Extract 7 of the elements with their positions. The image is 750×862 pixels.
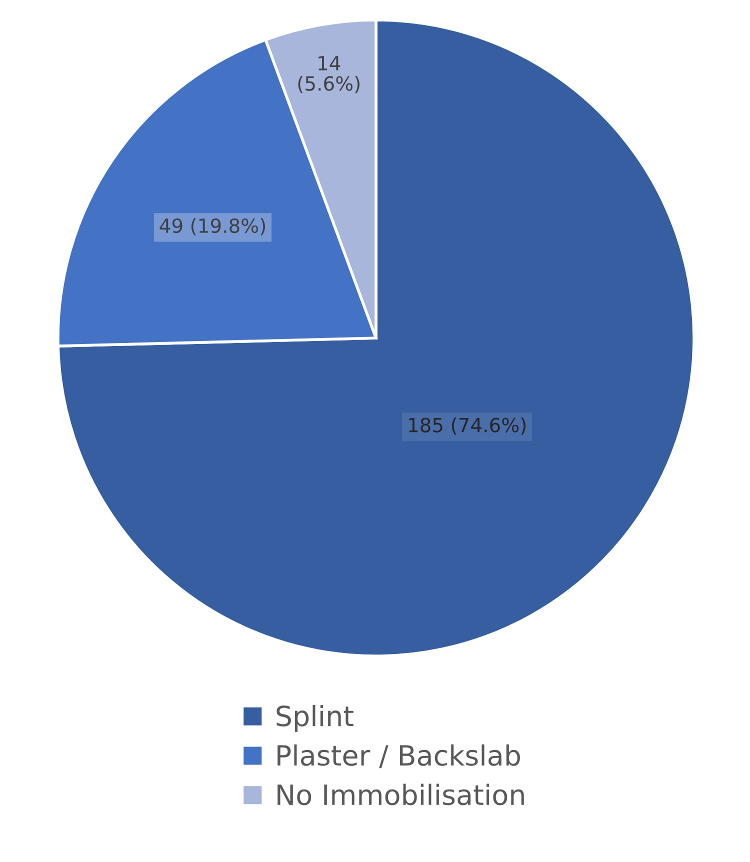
data-label: 49 (19.8%): [160, 218, 266, 236]
legend-label: No Immobilisation: [278, 784, 524, 806]
data-label: 14 (5.6%): [298, 56, 360, 94]
pie-slice: [56, 18, 696, 658]
data-label: 185 (74.6%): [409, 417, 526, 435]
legend-label: Plaster / Backslab: [278, 744, 520, 768]
legend-label: Splint: [276, 705, 354, 732]
